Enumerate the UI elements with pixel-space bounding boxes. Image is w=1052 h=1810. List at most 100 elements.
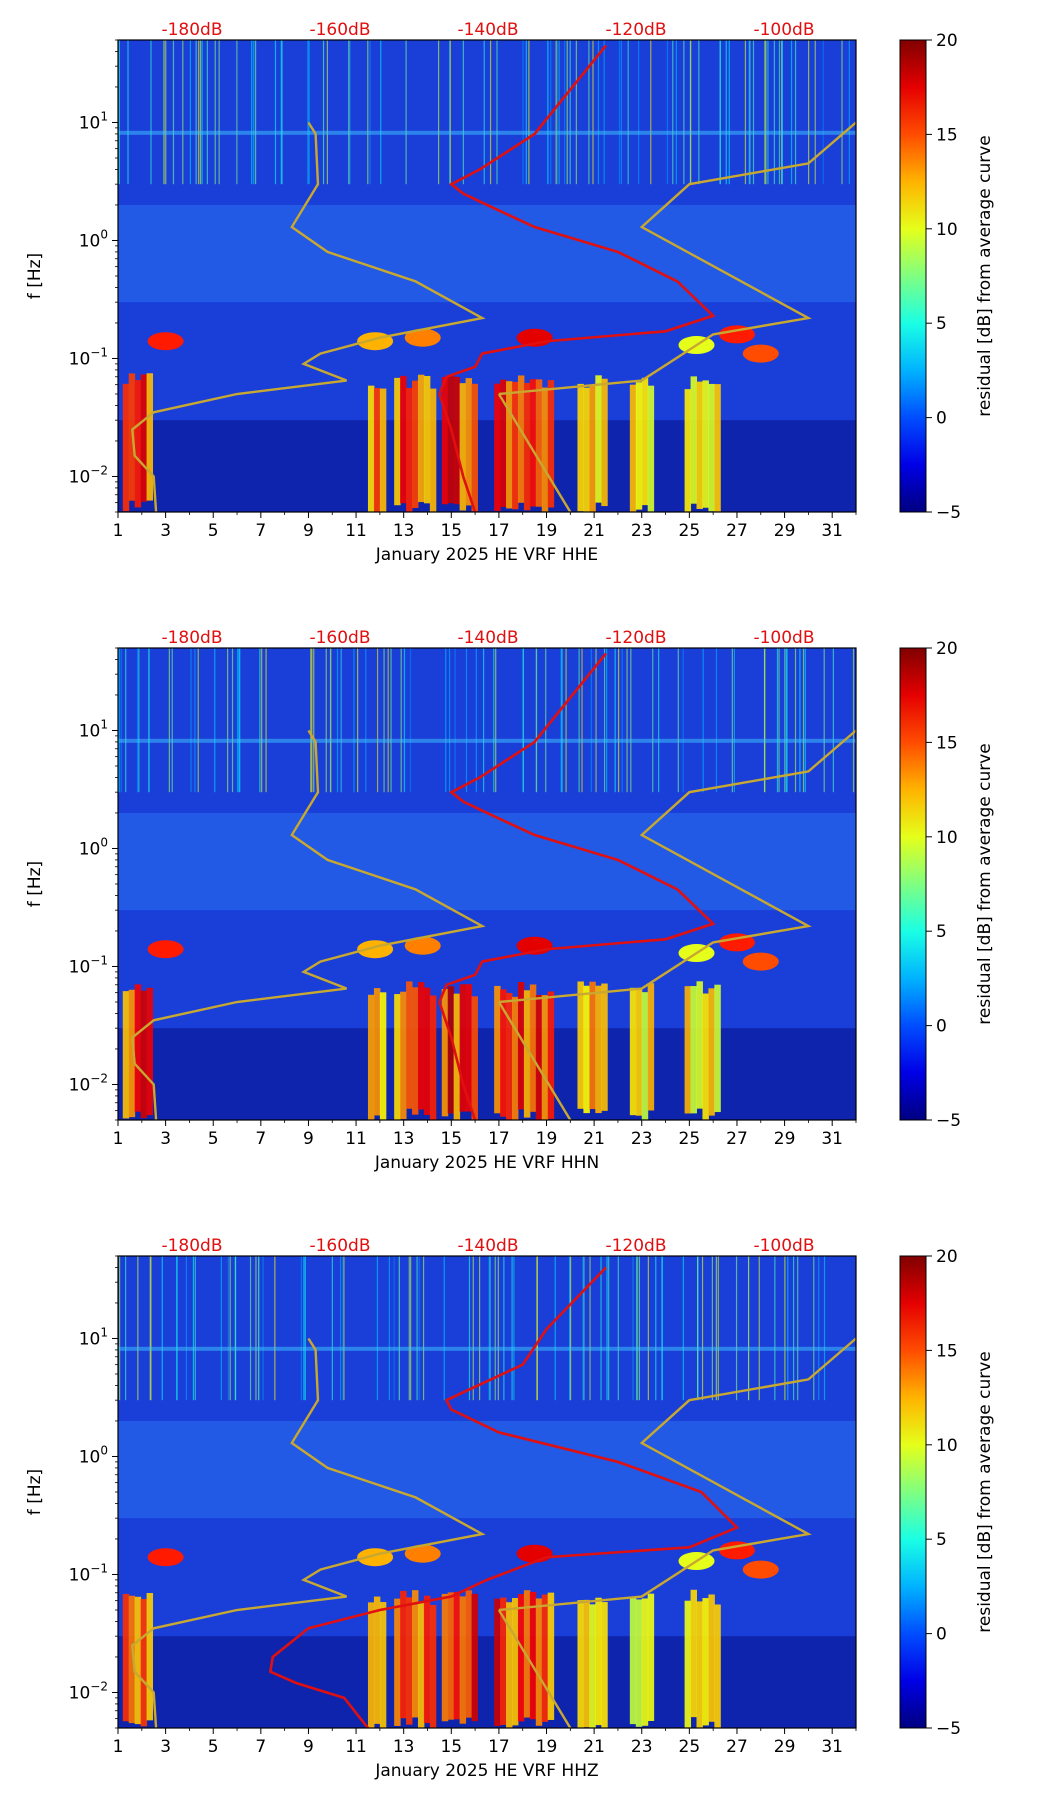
storm-column — [412, 1590, 419, 1718]
storm-column — [511, 381, 519, 510]
storm-column — [523, 990, 531, 1118]
noise-stripe — [194, 648, 196, 793]
storm-column — [423, 1595, 431, 1724]
colorbar-tick-label: 0 — [936, 1625, 947, 1645]
noise-stripe — [638, 1256, 641, 1401]
noise-stripe — [387, 648, 389, 793]
storm-column — [406, 981, 413, 1109]
noise-stripe — [778, 648, 780, 793]
reference-curve-low-2 — [497, 393, 572, 512]
y-tick-label: 101 — [79, 1325, 108, 1349]
storm-column — [453, 376, 461, 505]
noise-stripe — [376, 1256, 379, 1401]
microseism-blob — [147, 940, 184, 959]
noise-stripe — [592, 40, 594, 185]
noise-stripe — [336, 648, 339, 793]
storm-column — [517, 375, 525, 503]
noise-stripe — [589, 1256, 591, 1401]
noise-stripe — [752, 40, 755, 185]
noise-stripe — [702, 648, 704, 793]
storm-column — [429, 1604, 437, 1728]
storm-column — [589, 385, 596, 512]
noise-stripe — [403, 648, 406, 793]
noise-stripe — [528, 40, 530, 185]
noise-stripe — [776, 648, 779, 793]
y-tick-label: 101 — [79, 717, 108, 741]
noise-stripe — [227, 1256, 229, 1401]
noise-stripe — [785, 648, 787, 793]
x-tick-label: 11 — [345, 1129, 367, 1149]
colorbar-label: residual [dB] from average curve — [975, 743, 995, 1024]
noise-stripe — [192, 1256, 195, 1401]
reference-curve-low-2 — [497, 1609, 572, 1728]
storm-column — [529, 379, 537, 507]
x-tick-label: 23 — [631, 1737, 653, 1757]
x-tick-label: 25 — [679, 521, 701, 541]
storm-column — [447, 375, 455, 504]
storm-column — [134, 380, 142, 508]
noise-stripe — [590, 648, 592, 793]
storm-column — [583, 387, 590, 512]
colorbar-tick-label: 10 — [936, 1436, 958, 1456]
storm-column — [373, 388, 381, 512]
storm-column — [122, 1593, 130, 1722]
storm-column — [417, 982, 425, 1110]
noise-stripe — [536, 1256, 538, 1401]
noise-stripe — [398, 1256, 400, 1401]
noise-stripe — [410, 1256, 412, 1401]
noise-stripe — [814, 40, 816, 185]
colorbar-tick-label: 20 — [936, 31, 958, 51]
noise-stripe — [823, 648, 825, 793]
storm-column — [128, 1595, 136, 1724]
storm-column — [140, 1598, 148, 1727]
x-tick-label: 19 — [536, 1129, 558, 1149]
storm-column — [535, 995, 543, 1120]
noise-stripe — [236, 648, 239, 793]
noise-stripe — [249, 1256, 252, 1401]
storm-column — [547, 380, 555, 508]
noise-stripe — [778, 40, 781, 185]
noise-stripe — [422, 1256, 425, 1401]
noise-stripe — [804, 648, 806, 793]
microseism-blob — [404, 1544, 441, 1563]
noise-stripe — [495, 648, 497, 793]
storm-column — [641, 1598, 649, 1726]
storm-column — [412, 987, 419, 1115]
storm-column — [459, 1596, 467, 1724]
noise-stripe — [647, 1256, 649, 1401]
median-curve — [437, 652, 716, 1120]
storm-column — [601, 1602, 608, 1728]
noise-stripe — [799, 648, 801, 793]
db-label: -120dB — [605, 20, 666, 40]
noise-stripe — [818, 1256, 820, 1401]
noise-stripe — [448, 648, 451, 793]
storm-column — [441, 1593, 449, 1722]
x-tick-label: 5 — [208, 1129, 219, 1149]
noise-stripe — [568, 1256, 571, 1401]
noise-stripe — [138, 648, 140, 793]
db-label: -100dB — [753, 20, 814, 40]
storm-column — [529, 984, 537, 1112]
noise-stripe — [195, 40, 197, 185]
colorbar — [899, 647, 927, 1121]
noise-stripe — [310, 648, 312, 793]
storm-column — [684, 986, 692, 1114]
storm-column — [541, 387, 549, 512]
noise-stripe — [274, 40, 277, 185]
storm-column — [702, 380, 709, 508]
reference-curve-low — [131, 1337, 486, 1728]
noise-stripe — [823, 1256, 826, 1401]
db-label: -140dB — [457, 1236, 518, 1256]
colorbar-tick-label: 20 — [936, 639, 958, 659]
storm-column — [629, 1596, 637, 1725]
x-axis-label: January 2025 HE VRF HHZ — [374, 1761, 598, 1781]
noise-stripe — [733, 648, 735, 793]
microseism-blob — [742, 952, 779, 971]
noise-stripe — [376, 648, 379, 793]
noise-stripe — [194, 1256, 196, 1401]
noise-stripe — [698, 40, 700, 185]
noise-stripe — [794, 40, 797, 185]
noise-stripe — [682, 1256, 684, 1401]
noise-stripe — [239, 648, 241, 793]
x-tick-label: 15 — [440, 1129, 462, 1149]
